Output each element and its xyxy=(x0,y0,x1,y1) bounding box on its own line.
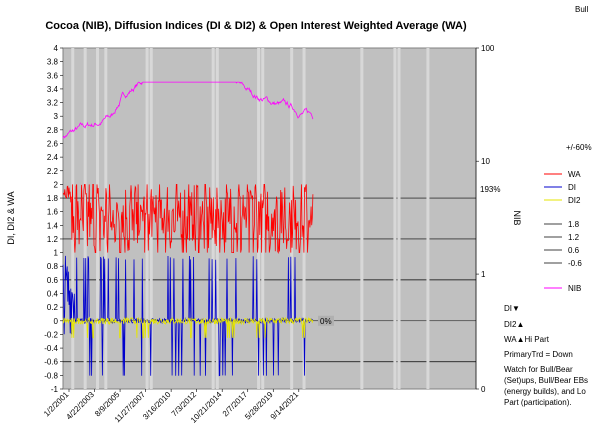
note-wa-up: WA▲Hi Part xyxy=(504,335,549,344)
y2-tick-label: 10 xyxy=(481,157,490,166)
legend: WA DI DI2 1.8 1.2 0.6 -0.6 NIB xyxy=(544,170,582,293)
note-primary-trend: PrimaryTrd = Down xyxy=(504,350,573,359)
y-axis: -1 -0.8 -0.6 -0.4 -0.2 0 0.2 0.4 0.6 0.8 1 1.2 1.4 1.… xyxy=(44,44,63,394)
x-tick-label: 9/14/2021 xyxy=(269,390,301,422)
y-tick-label: 1.4 xyxy=(47,221,59,230)
y-tick-label: -1 xyxy=(51,385,59,394)
series-nib xyxy=(62,81,314,139)
gap-band xyxy=(83,48,87,389)
legend-label-di: DI xyxy=(568,183,576,192)
y-tick-label: 0.6 xyxy=(47,276,59,285)
y-tick-label: 1.6 xyxy=(47,208,59,217)
gap-band xyxy=(104,48,108,389)
series-lines xyxy=(62,81,314,377)
legend-label-ref: -0.6 xyxy=(568,259,582,268)
y-tick-label: 1.2 xyxy=(47,235,59,244)
series-di2 xyxy=(62,316,314,339)
corner-label: Bull xyxy=(575,5,589,14)
y2-tick-label: 0 xyxy=(481,385,486,394)
series-wa xyxy=(62,184,314,255)
annotation-label: +/-60% xyxy=(566,143,592,152)
legend-label-ref: 1.8 xyxy=(568,220,580,229)
y-tick-label: 3.2 xyxy=(47,99,59,108)
y-tick-label: 0.2 xyxy=(47,303,59,312)
y-tick-label: -0.4 xyxy=(44,344,58,353)
gap-band xyxy=(397,48,401,389)
y-tick-label: 0 xyxy=(54,317,59,326)
note-di-down: DI▼ xyxy=(504,304,520,313)
y-tick-label: 3 xyxy=(54,112,59,121)
y-tick-label: 2 xyxy=(54,180,59,189)
y-tick-label: 2.8 xyxy=(47,126,59,135)
y2-tick-label: 100 xyxy=(481,44,495,53)
legend-label-ref: 0.6 xyxy=(568,246,580,255)
chart-title: Cocoa (NIB), Diffusion Indices (DI & DI2… xyxy=(45,20,467,32)
y2-tick-label: 1 xyxy=(481,270,486,279)
y-tick-label: 3.4 xyxy=(47,85,59,94)
gap-band xyxy=(96,48,100,389)
y-tick-label: 1 xyxy=(54,249,59,258)
x-tick-label: 3/16/2010 xyxy=(141,390,173,422)
y-tick-label: 3.6 xyxy=(47,71,59,80)
y-tick-label: -0.6 xyxy=(44,358,58,367)
y2-axis-label: NIB xyxy=(512,210,522,225)
gap-band xyxy=(393,48,397,389)
note-di2-up: DI2▲ xyxy=(504,320,525,329)
annotations: 193% 0% +/-60% xyxy=(318,143,592,326)
note-watch: Watch for Bull/Bear (Set)ups, Bull/Bear … xyxy=(504,365,589,407)
gap-band xyxy=(261,48,265,389)
y-tick-label: 4 xyxy=(54,44,59,53)
y-tick-label: -0.2 xyxy=(44,330,58,339)
y-tick-label: 0.4 xyxy=(47,290,59,299)
x-axis: 1/2/20014/22/20038/9/200511/27/20073/16/… xyxy=(42,389,301,425)
gap-band xyxy=(149,48,153,389)
y-tick-label: -0.8 xyxy=(44,371,58,380)
gap-band xyxy=(360,48,364,389)
gap-band xyxy=(215,48,219,389)
x-tick-label: 4/22/2003 xyxy=(64,390,96,422)
legend-label-ref: 1.2 xyxy=(568,233,580,242)
y-tick-label: 2.2 xyxy=(47,167,59,176)
annotation-box xyxy=(318,315,334,326)
y-tick-label: 2.6 xyxy=(47,139,59,148)
gap-band xyxy=(211,48,215,389)
gap-band xyxy=(145,48,149,389)
y-tick-label: 2.4 xyxy=(47,153,59,162)
legend-label-nib: NIB xyxy=(568,284,581,293)
y-axis-label: DI, DI2 & WA xyxy=(6,191,16,244)
y-tick-label: 0.8 xyxy=(47,262,59,271)
annotation-label: 193% xyxy=(480,185,500,194)
annotation-label: 0% xyxy=(320,317,332,326)
legend-label-di2: DI2 xyxy=(568,196,581,205)
y-tick-label: 1.8 xyxy=(47,194,59,203)
legend-label-wa: WA xyxy=(568,170,581,179)
y-tick-label: 3.8 xyxy=(47,58,59,67)
y2-axis: 0 1 10 100 xyxy=(475,44,495,394)
gap-band xyxy=(426,48,430,389)
